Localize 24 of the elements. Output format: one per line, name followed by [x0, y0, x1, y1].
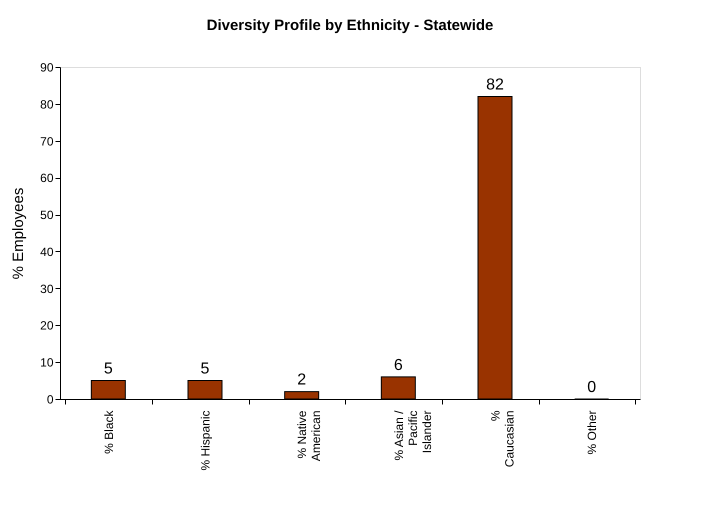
data-label: 5: [200, 360, 210, 378]
data-label: 0: [587, 379, 596, 396]
data-label: 6: [394, 356, 403, 374]
x-tick-label: % Native American: [295, 410, 324, 462]
data-label: 5: [104, 360, 113, 378]
y-tick-label: 80: [40, 97, 54, 112]
x-tick-label: % Other: [585, 410, 600, 455]
y-tick-label: 40: [40, 244, 54, 259]
y-tick-label: 0: [46, 392, 54, 406]
data-label: 82: [486, 76, 504, 94]
x-tick-label: % Caucasian: [488, 410, 516, 468]
y-tick-label: 50: [40, 208, 54, 222]
y-tick-label: 30: [40, 282, 54, 296]
y-tick-label: 20: [40, 318, 54, 333]
y-tick-label: 10: [40, 356, 54, 370]
y-axis-title: % Employees: [10, 188, 28, 280]
y-tick-label: 70: [40, 134, 54, 148]
y-tick-label: 90: [40, 60, 54, 74]
x-tick-label: % Asian / Pacific Islander: [392, 410, 434, 461]
chart-title: Diversity Profile by Ethnicity - Statewide: [206, 17, 494, 34]
x-tick-label: % Hispanic: [198, 410, 212, 471]
y-tick-label: 60: [40, 171, 54, 186]
x-tick-label: % Black: [102, 410, 116, 454]
data-label: 2: [297, 372, 306, 389]
